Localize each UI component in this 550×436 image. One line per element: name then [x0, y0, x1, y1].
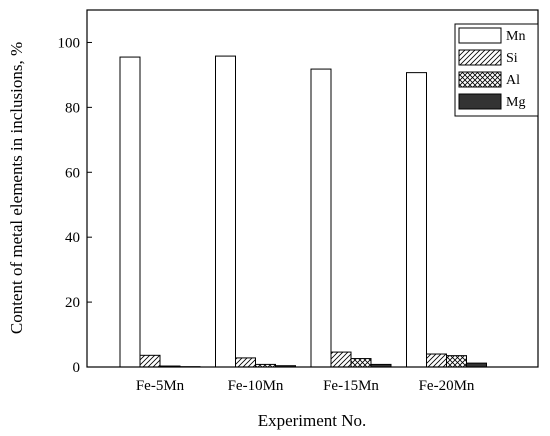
- legend-swatch-al: [458, 71, 502, 88]
- bar-si-fe-5mn: [139, 354, 161, 368]
- bar-si-fe-20mn: [426, 353, 447, 368]
- x-tick-label: Fe-5Mn: [136, 378, 185, 394]
- bar-mn-fe-5mn: [119, 56, 141, 368]
- bar-mn-fe-20mn: [406, 72, 427, 368]
- legend: Mn Si Al Mg: [454, 23, 539, 117]
- bar-mn-fe-10mn: [215, 55, 236, 368]
- legend-label-al: Al: [506, 73, 520, 88]
- y-tick-label: 80: [65, 100, 80, 116]
- y-tick-label: 0: [73, 360, 81, 376]
- bar-al-fe-15mn: [350, 358, 372, 368]
- legend-label-mn: Mn: [506, 29, 525, 44]
- y-tick-label: 60: [65, 165, 80, 181]
- legend-swatch-si: [458, 49, 502, 66]
- x-tick-label: Fe-15Mn: [323, 378, 379, 394]
- legend-label-mg: Mg: [506, 95, 525, 110]
- y-tick-label: 40: [65, 230, 80, 246]
- axes-layer: 0 20 40 60 80 100 Fe-5Mn Fe-10Mn Fe-15Mn Fe-20Mn: [58, 35, 475, 394]
- bar-si-fe-10mn: [235, 357, 256, 368]
- legend-swatch-mn: [458, 27, 502, 44]
- y-tick-label: 20: [65, 295, 80, 311]
- bar-si-fe-15mn: [330, 351, 352, 368]
- x-tick-label: Fe-10Mn: [228, 378, 284, 394]
- plot-frame: [86, 9, 539, 368]
- legend-swatch-mg: [458, 93, 502, 110]
- y-axis-label: Content of metal elements in inclusions,…: [7, 42, 26, 334]
- y-tick-label: 100: [58, 35, 81, 51]
- x-tick-label: Fe-20Mn: [419, 378, 475, 394]
- bar-al-fe-20mn: [446, 355, 467, 368]
- x-axis-label: Experiment No.: [258, 411, 367, 430]
- bars-layer: [119, 55, 487, 368]
- legend-label-si: Si: [506, 51, 518, 66]
- bar-mn-fe-15mn: [310, 68, 332, 368]
